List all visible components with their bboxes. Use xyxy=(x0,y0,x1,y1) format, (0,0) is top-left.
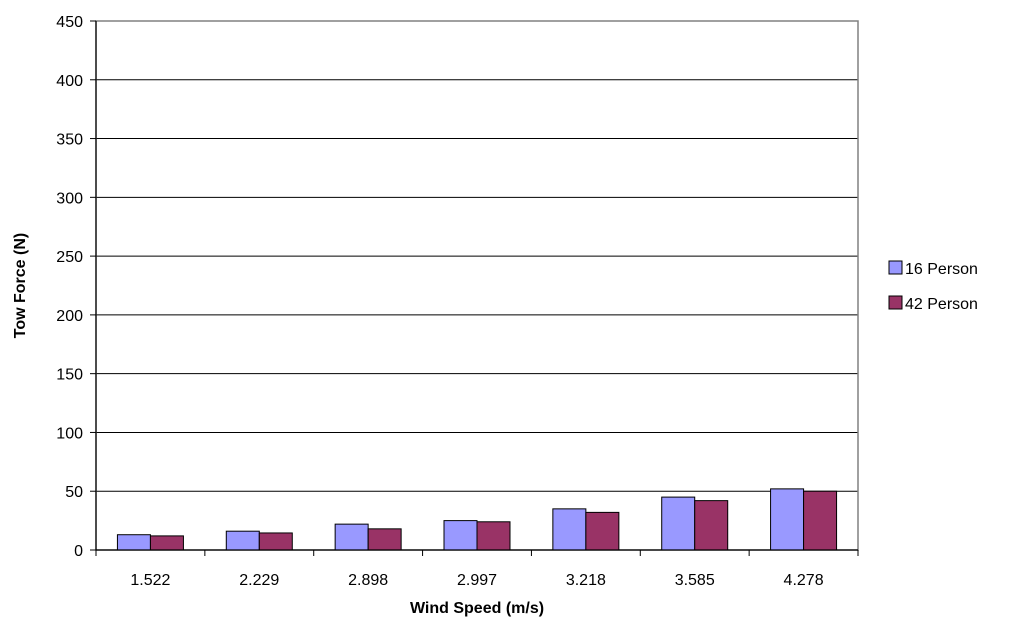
bar-16-person xyxy=(225,530,260,551)
x-axis-title: Wind Speed (m/s) xyxy=(410,600,544,617)
y-tick-label: 50 xyxy=(65,484,83,501)
y-tick-labels: 0 50 100 150 200 250 300 350 400 450 xyxy=(56,14,83,560)
axes xyxy=(90,20,859,556)
y-tick-label: 300 xyxy=(56,190,83,207)
legend-label: 16 Person xyxy=(905,261,978,278)
bar-42-person xyxy=(258,532,293,551)
y-tick-label: 400 xyxy=(56,73,83,90)
legend: 16 Person 42 Person xyxy=(888,260,978,313)
bar-42-person xyxy=(149,535,184,551)
bar-42-person xyxy=(694,500,729,551)
bar-16-person xyxy=(443,520,478,551)
legend-swatch xyxy=(888,260,903,275)
y-tick-label: 100 xyxy=(56,425,83,442)
y-tick-label: 350 xyxy=(56,132,83,149)
y-tick-label: 150 xyxy=(56,367,83,384)
bar-42-person xyxy=(476,521,511,551)
bar-16-person xyxy=(116,534,151,551)
x-tick-label: 2.229 xyxy=(239,572,279,589)
bars xyxy=(116,488,838,551)
legend-label: 42 Person xyxy=(905,296,978,313)
bar-16-person xyxy=(552,508,587,551)
x-tick-label: 2.898 xyxy=(348,572,388,589)
y-tick-label: 250 xyxy=(56,249,83,266)
plot-area xyxy=(95,20,859,551)
bar-42-person xyxy=(803,490,838,551)
bar-42-person xyxy=(367,528,402,551)
legend-swatch xyxy=(888,295,903,310)
y-axis-title: Tow Force (N) xyxy=(12,233,29,338)
x-tick-label: 1.522 xyxy=(130,572,170,589)
x-tick-labels: 1.522 2.229 2.898 2.997 3.218 3.585 4.278 xyxy=(130,572,823,589)
x-tick-label: 3.218 xyxy=(566,572,606,589)
bar-16-person xyxy=(661,496,696,551)
gridlines xyxy=(96,79,858,492)
y-tick-label: 450 xyxy=(56,14,83,31)
y-tick-label: 200 xyxy=(56,308,83,325)
bar-42-person xyxy=(585,511,620,551)
bar-16-person xyxy=(334,523,369,551)
y-tick-label: 0 xyxy=(74,543,83,560)
bar-16-person xyxy=(770,488,805,551)
x-tick-label: 2.997 xyxy=(457,572,497,589)
x-tick-label: 3.585 xyxy=(675,572,715,589)
x-tick-label: 4.278 xyxy=(784,572,824,589)
